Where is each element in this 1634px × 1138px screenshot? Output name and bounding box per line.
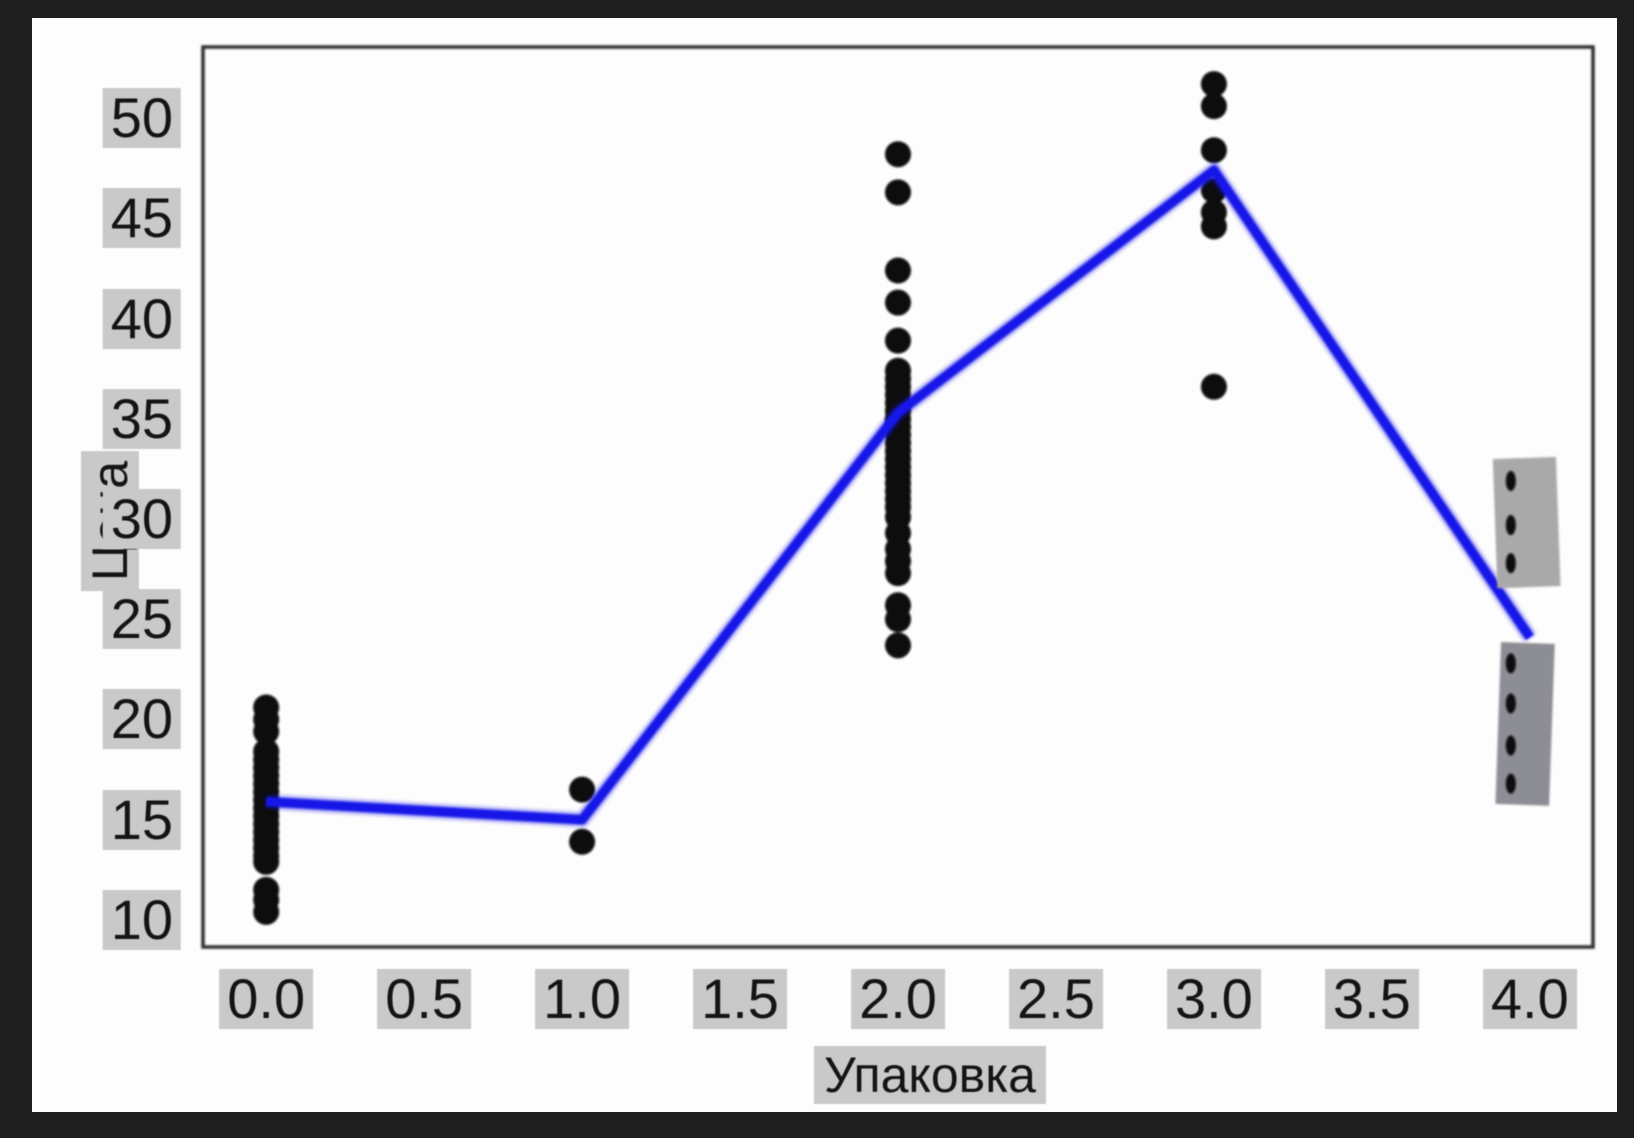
- data-point: [253, 898, 280, 925]
- scatter-points: [253, 71, 1227, 925]
- data-point-small: [1505, 693, 1516, 714]
- data-point-small: [1505, 653, 1516, 674]
- y-tick-label: 40: [102, 288, 181, 349]
- data-point: [885, 179, 911, 206]
- data-point: [885, 606, 911, 633]
- y-tick-label: 20: [102, 689, 181, 750]
- data-point-small: [1505, 470, 1516, 491]
- y-tick-label: 30: [102, 489, 181, 550]
- x-tick-label: 2.0: [851, 969, 945, 1029]
- data-point: [885, 327, 911, 354]
- x-tick-label: 3.0: [1166, 969, 1261, 1029]
- gray-box-upper: [1492, 456, 1561, 589]
- y-tick-label: 10: [102, 889, 181, 950]
- data-point: [885, 257, 911, 284]
- data-point-small: [1505, 735, 1516, 756]
- x-tick-label: 1.0: [535, 969, 630, 1029]
- x-axis-label: Упаковка: [814, 1046, 1046, 1104]
- data-point: [1200, 213, 1227, 240]
- data-point: [885, 289, 911, 316]
- data-point: [1200, 93, 1227, 120]
- x-tick-label: 1.5: [693, 969, 787, 1029]
- data-point-small: [1505, 773, 1516, 794]
- x-tick-label: 0.0: [219, 969, 314, 1029]
- x-tick-label: 0.5: [377, 969, 472, 1029]
- data-point: [569, 828, 596, 855]
- y-tick-label: 50: [102, 88, 181, 149]
- data-point: [1200, 137, 1227, 164]
- y-tick-label: 35: [102, 388, 181, 449]
- y-tick-label: 15: [102, 789, 181, 850]
- data-point: [1200, 71, 1227, 98]
- x-tick-label: 2.5: [1009, 969, 1103, 1029]
- gray-box-lower: [1495, 642, 1555, 806]
- x-tick-label: 3.5: [1324, 969, 1419, 1029]
- data-point: [1200, 373, 1227, 400]
- y-tick-label: 45: [102, 188, 181, 249]
- data-point: [885, 560, 911, 587]
- data-point: [885, 632, 911, 659]
- data-point: [253, 848, 280, 875]
- data-point: [885, 141, 911, 168]
- chart-figure: Цена Упаковка: [32, 18, 1617, 1112]
- data-point-small: [1505, 553, 1516, 574]
- data-point: [253, 718, 280, 745]
- x-tick-label: 4.0: [1482, 969, 1577, 1029]
- mean-line: [265, 165, 1534, 825]
- data-point: [569, 776, 596, 803]
- y-tick-label: 25: [102, 589, 181, 650]
- data-point-small: [1505, 515, 1516, 536]
